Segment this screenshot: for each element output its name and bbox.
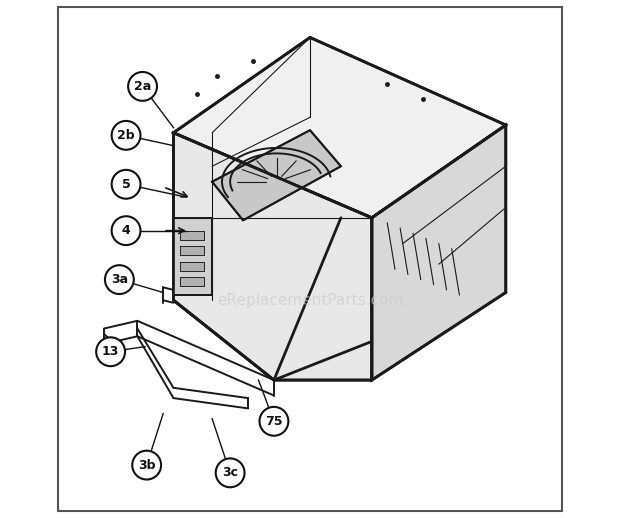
Text: 75: 75 [265, 415, 283, 428]
Polygon shape [174, 133, 372, 380]
Text: 4: 4 [122, 224, 130, 237]
Text: 3c: 3c [222, 466, 238, 479]
Circle shape [112, 216, 141, 245]
Polygon shape [174, 37, 506, 218]
Circle shape [260, 407, 288, 436]
Circle shape [216, 458, 244, 487]
Text: 2a: 2a [134, 80, 151, 93]
Circle shape [112, 121, 141, 150]
Text: 2b: 2b [117, 129, 135, 142]
Polygon shape [180, 231, 205, 240]
Circle shape [105, 265, 134, 294]
Circle shape [132, 451, 161, 480]
Circle shape [128, 72, 157, 101]
Text: 3b: 3b [138, 458, 156, 471]
Text: eReplacementParts.com: eReplacementParts.com [217, 293, 403, 308]
Polygon shape [372, 125, 506, 380]
Polygon shape [212, 130, 341, 220]
Polygon shape [180, 262, 205, 271]
Circle shape [96, 337, 125, 366]
Text: 3a: 3a [111, 273, 128, 286]
Circle shape [112, 170, 141, 199]
Polygon shape [174, 218, 212, 295]
Text: 5: 5 [122, 178, 130, 191]
Polygon shape [180, 277, 205, 286]
Polygon shape [180, 246, 205, 255]
Text: 13: 13 [102, 345, 119, 358]
